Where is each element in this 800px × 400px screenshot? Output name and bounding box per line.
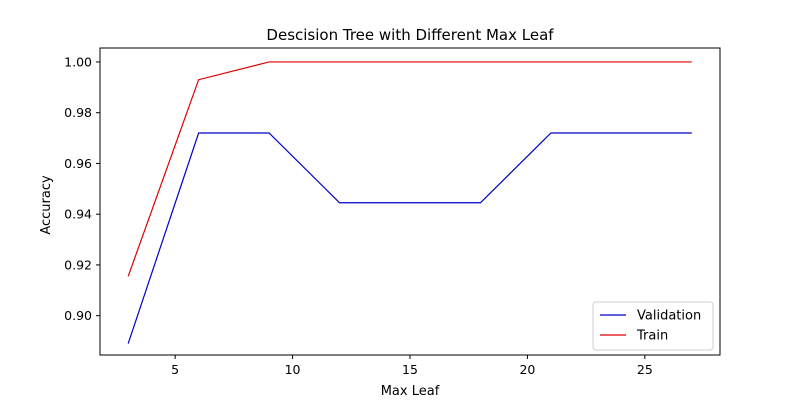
y-tick-label: 0.94 <box>64 207 92 222</box>
y-tick-label: 0.98 <box>64 105 92 120</box>
y-axis-label: Accuracy <box>39 175 54 235</box>
chart-title: Descision Tree with Different Max Leaf <box>266 26 554 44</box>
legend-label-validation: Validation <box>637 309 701 324</box>
ticks: 5 10 15 20 25 0.90 0.92 0.94 0.96 0.98 1.00 <box>64 54 653 377</box>
x-tick-label: 15 <box>402 362 418 377</box>
legend-box <box>592 301 714 351</box>
y-tick-label: 0.92 <box>64 257 92 272</box>
series-lines <box>127 61 692 344</box>
x-tick-label: 20 <box>519 362 535 377</box>
x-tick-label: 25 <box>637 362 653 377</box>
x-tick-label: 10 <box>285 362 301 377</box>
y-tick-label: 0.90 <box>64 308 92 323</box>
x-axis-label: Max Leaf <box>381 384 440 399</box>
y-tick-label: 0.96 <box>64 156 92 171</box>
series-line-train <box>127 61 692 277</box>
legend: Validation Train <box>592 301 714 351</box>
series-line-validation <box>127 132 692 344</box>
legend-label-train: Train <box>636 329 668 344</box>
y-tick-label: 1.00 <box>64 54 92 69</box>
x-tick-label: 5 <box>171 362 179 377</box>
